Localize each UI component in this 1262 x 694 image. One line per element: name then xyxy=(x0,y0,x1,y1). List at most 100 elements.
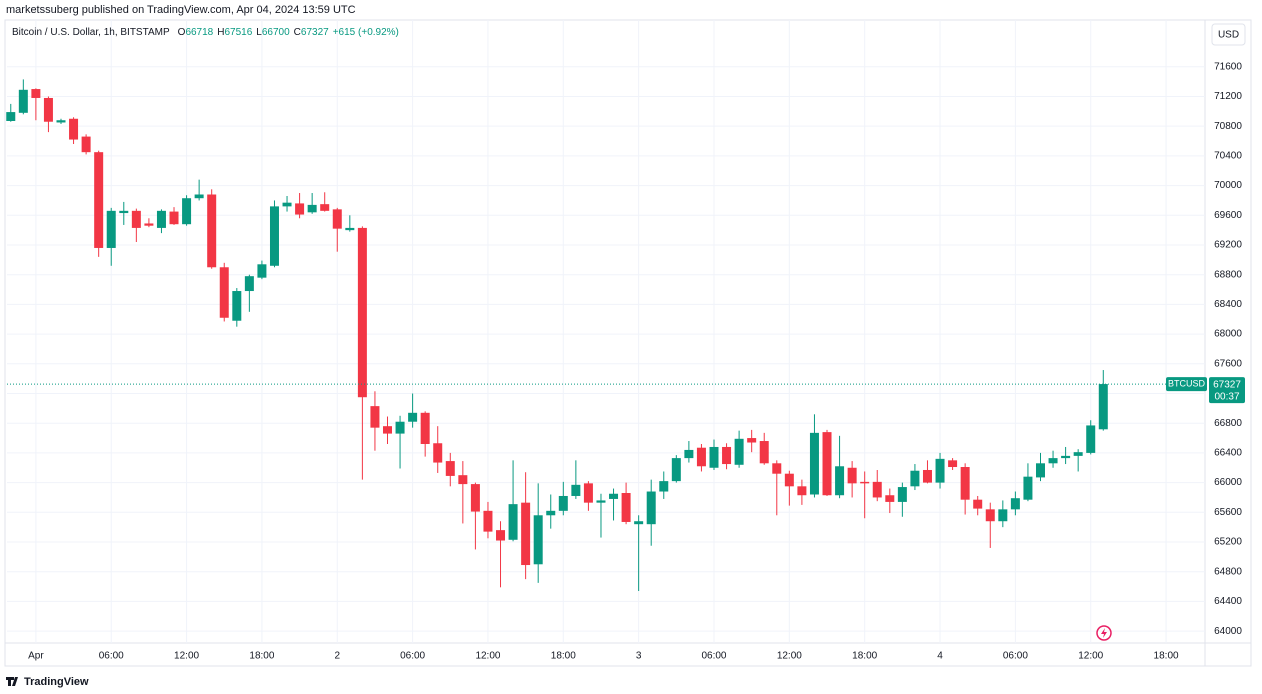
change: +615 (+0.92%) xyxy=(333,27,399,38)
candle-body xyxy=(659,481,669,492)
chart-frame xyxy=(4,19,1252,667)
y-tick-label: 66400 xyxy=(1214,448,1242,459)
candle-body xyxy=(458,475,468,485)
ohlc-value: 66718 xyxy=(185,27,213,38)
icon-ring[interactable] xyxy=(1096,625,1112,641)
candle-body xyxy=(835,466,845,496)
y-tick-label: 68800 xyxy=(1214,269,1242,280)
ohlc-value: 67327 xyxy=(301,27,329,38)
candle-body xyxy=(546,510,556,516)
candle-body xyxy=(332,209,342,229)
x-tick-label: 3 xyxy=(636,651,642,662)
candle-body xyxy=(1098,384,1108,430)
axes: 64000 64400 64800 65200 65600 66000 66400 66800… xyxy=(28,61,1245,662)
candles xyxy=(6,79,1205,592)
candle-body xyxy=(734,438,744,465)
candle-body xyxy=(822,432,832,496)
x-tick-label: Apr xyxy=(28,651,44,662)
candle-body xyxy=(671,458,681,482)
ohlc-value: 67516 xyxy=(224,27,252,38)
candle-body xyxy=(144,223,154,226)
y-tick-label: 69600 xyxy=(1214,210,1242,221)
candle-body xyxy=(382,426,392,434)
candle-body xyxy=(621,493,631,522)
price-tag xyxy=(1209,377,1245,404)
candle-body xyxy=(194,194,204,199)
y-tick-label: 69200 xyxy=(1214,240,1242,251)
y-tick-label: 70400 xyxy=(1214,151,1242,162)
symbol-tag xyxy=(1166,377,1207,392)
price-tag-countdown: 00:37 xyxy=(1214,392,1239,403)
currency-button[interactable] xyxy=(1211,23,1246,46)
icon-bolt[interactable] xyxy=(1101,628,1107,638)
x-tick-label: 06:00 xyxy=(701,651,726,662)
candle-body xyxy=(6,112,16,121)
candle-body xyxy=(809,432,819,495)
symbol-tag-label: BTCUSD xyxy=(1168,378,1206,388)
y-tick-label: 71600 xyxy=(1214,61,1242,72)
grid xyxy=(7,20,1205,643)
x-tick-label: 18:00 xyxy=(551,651,576,662)
candle-body xyxy=(847,467,857,484)
candle-body xyxy=(244,276,254,292)
alert-icon[interactable] xyxy=(1096,625,1112,641)
y-tick-label: 66800 xyxy=(1214,418,1242,429)
x-tick-label: 06:00 xyxy=(400,651,425,662)
y-tick-label: 64800 xyxy=(1214,566,1242,577)
candle-body xyxy=(609,493,619,499)
x-tick-label: 06:00 xyxy=(99,651,124,662)
candle-body xyxy=(81,136,91,153)
candle-body xyxy=(43,97,53,122)
candle-body xyxy=(709,446,719,468)
candle-body xyxy=(784,473,794,487)
y-tick-label: 65200 xyxy=(1214,537,1242,548)
candle-body xyxy=(960,467,970,500)
x-tick-label: 06:00 xyxy=(1003,651,1028,662)
candle-body xyxy=(571,484,581,496)
candle-body xyxy=(797,486,807,496)
candle-body xyxy=(860,481,870,484)
candle-body xyxy=(910,470,920,487)
candle-body xyxy=(558,495,568,511)
candle-body xyxy=(922,469,932,483)
currency-label[interactable]: USD xyxy=(1218,30,1239,41)
x-tick-label: 18:00 xyxy=(852,651,877,662)
candle-body xyxy=(470,484,480,512)
ohlc-label: L xyxy=(256,27,262,38)
candle-body xyxy=(1086,425,1096,453)
candle-body xyxy=(156,210,166,228)
ohlc-label: H xyxy=(217,27,224,38)
candle-body xyxy=(219,267,229,318)
candle-body xyxy=(1048,458,1058,464)
candle-body xyxy=(759,441,769,464)
candle-body xyxy=(1061,455,1071,459)
candle-body xyxy=(533,515,543,565)
candle-body xyxy=(508,504,518,540)
candle-body xyxy=(885,495,895,502)
candle-body xyxy=(496,530,506,541)
candle-body xyxy=(445,461,455,476)
candle-body xyxy=(634,521,644,525)
y-tick-label: 67600 xyxy=(1214,358,1242,369)
candle-body xyxy=(1035,463,1045,478)
legend: Bitcoin / U.S. Dollar, 1h, BITSTAMP O6671… xyxy=(12,27,399,38)
candle-body xyxy=(357,227,367,398)
candle-body xyxy=(1010,498,1020,510)
candle-body xyxy=(182,198,192,225)
y-tick-label: 71200 xyxy=(1214,91,1242,102)
y-tick-label: 70800 xyxy=(1214,121,1242,132)
y-tick-label: 68400 xyxy=(1214,299,1242,310)
candle-body xyxy=(583,483,593,503)
candle-body xyxy=(131,210,141,228)
candle-body xyxy=(320,204,330,211)
candle-body xyxy=(696,447,706,467)
candle-body xyxy=(345,227,355,231)
x-tick-label: 4 xyxy=(937,651,943,662)
x-tick-label: 2 xyxy=(334,651,340,662)
candle-body xyxy=(207,194,217,268)
candle-body xyxy=(521,502,531,566)
published-note: marketssuberg published on TradingView.c… xyxy=(6,4,356,16)
candle-body xyxy=(282,202,292,207)
x-tick-label: 12:00 xyxy=(777,651,802,662)
y-tick-label: 70000 xyxy=(1214,180,1242,191)
